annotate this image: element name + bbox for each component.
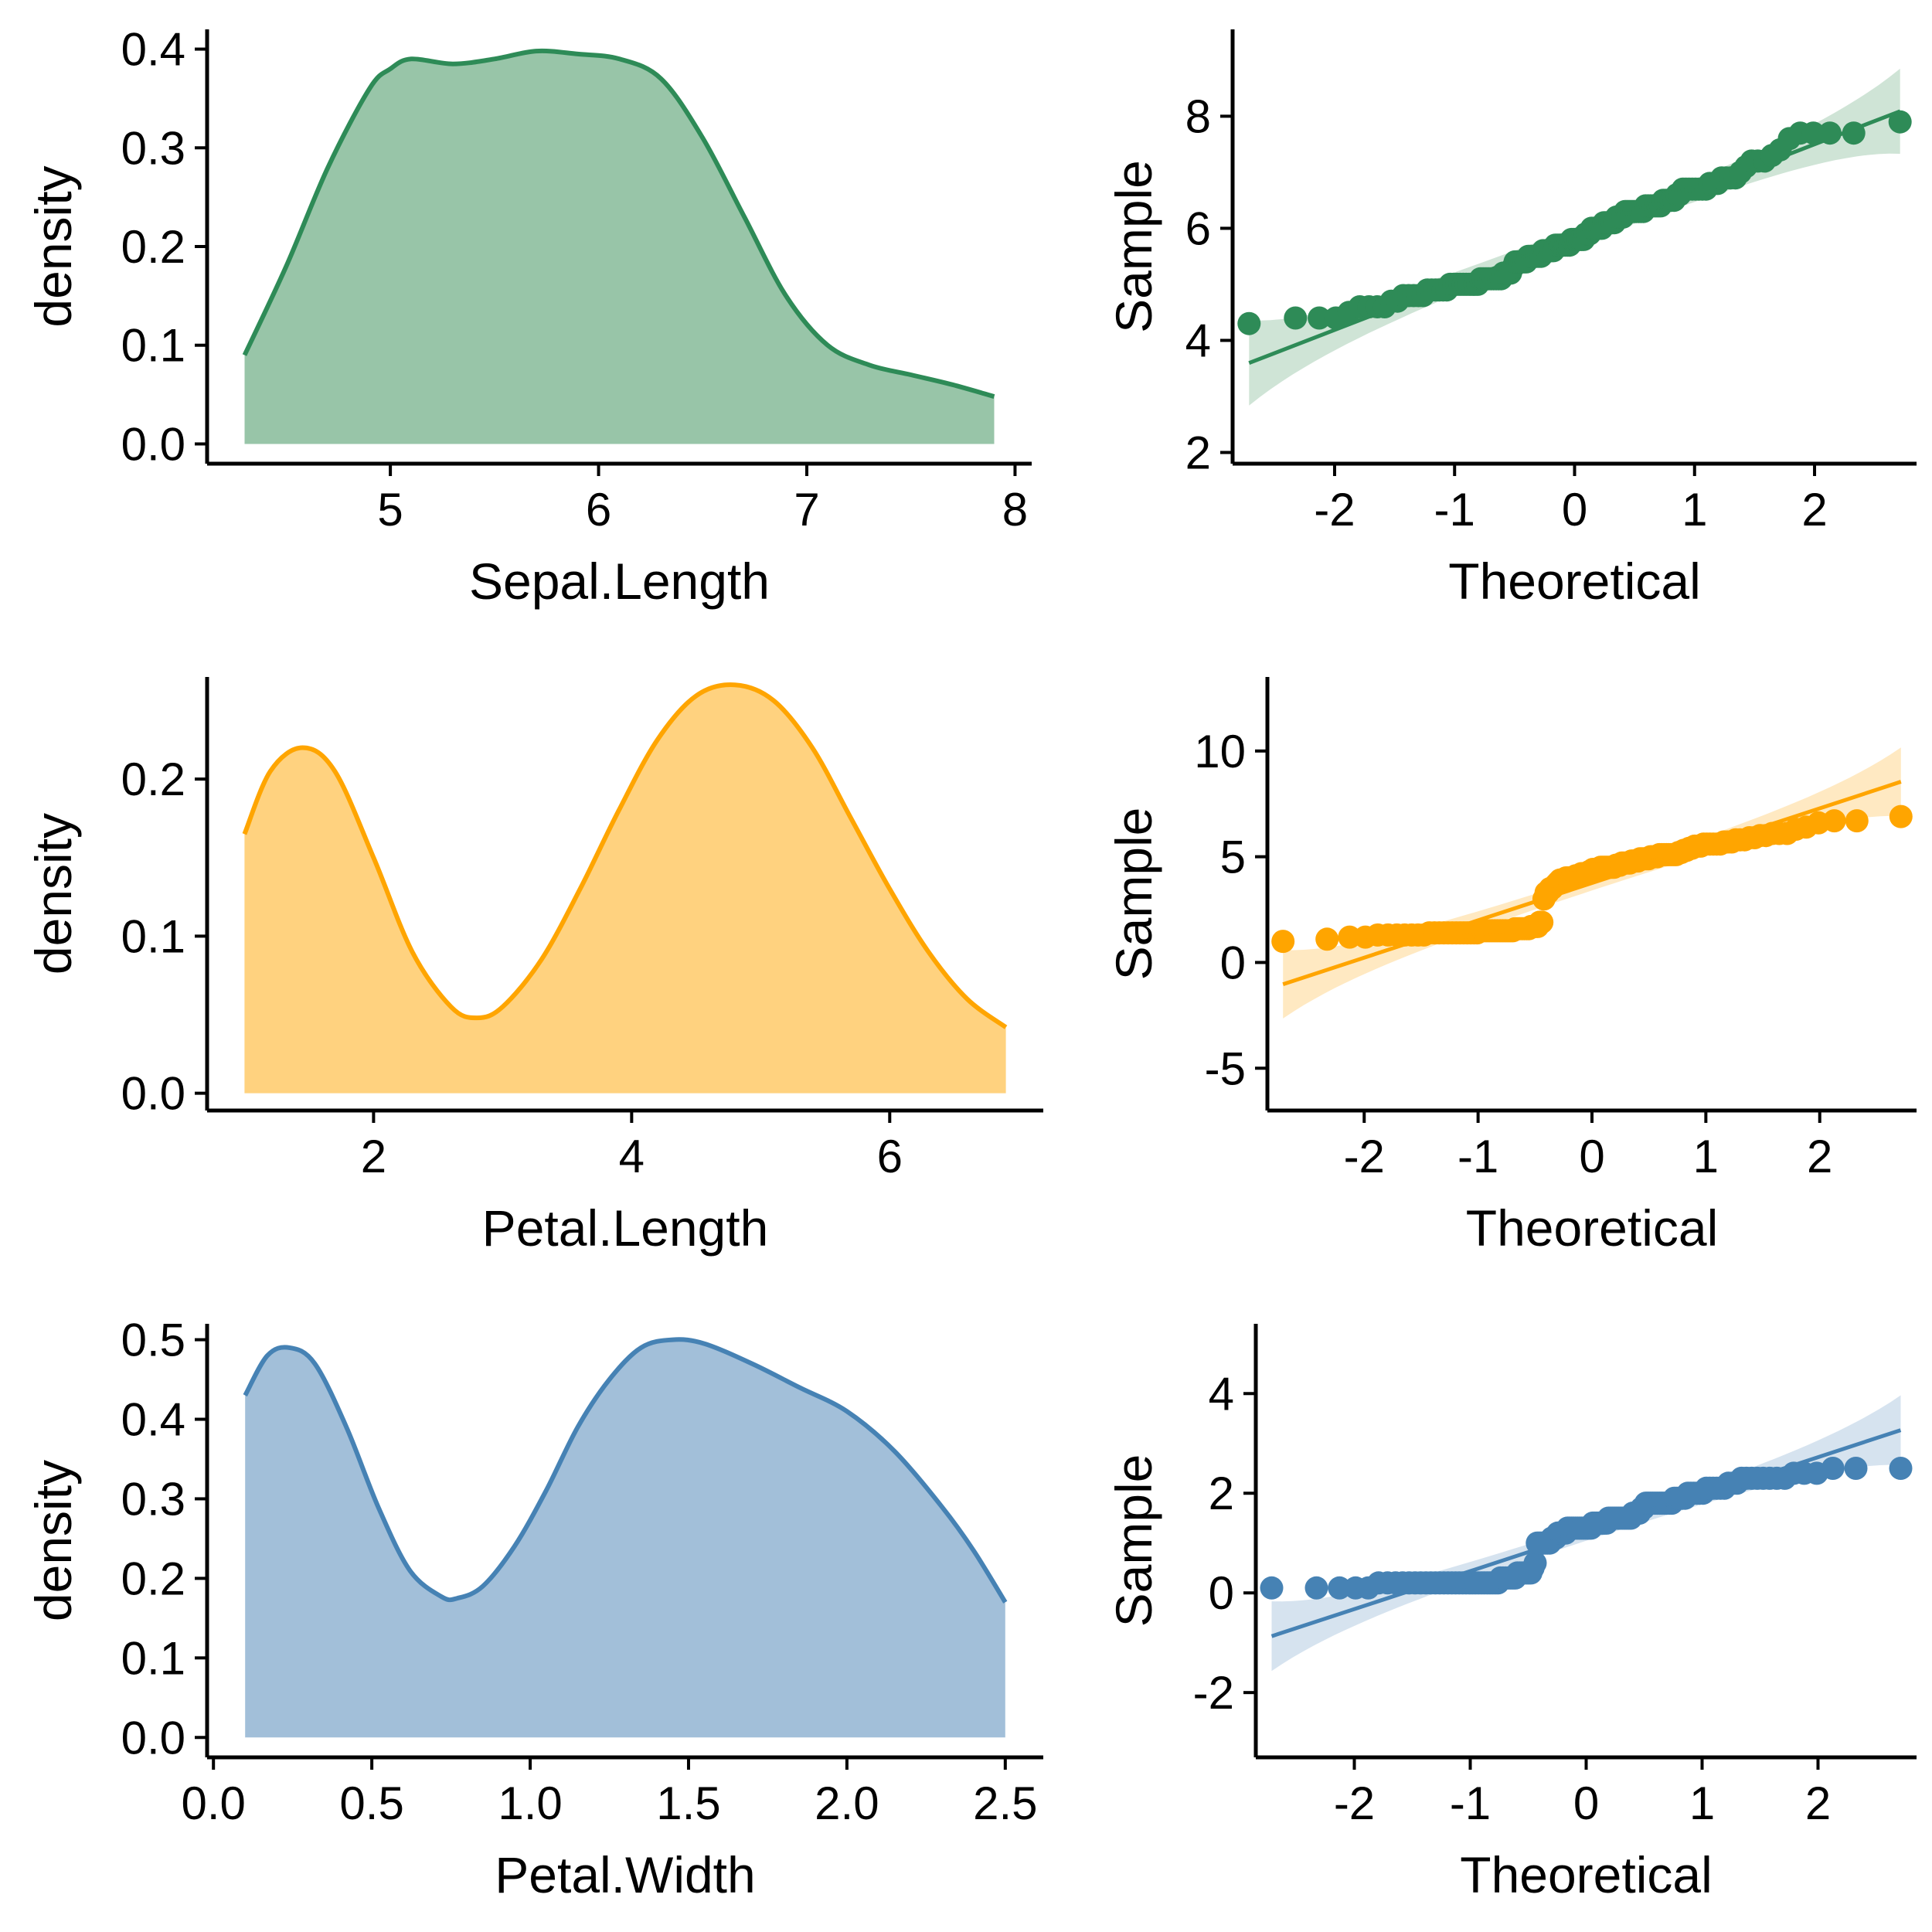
y-tick-label: 4: [1185, 315, 1211, 366]
y-axis-title: Sample: [1105, 808, 1162, 981]
x-tick-label: 2: [361, 1131, 386, 1182]
y-tick-label: -5: [1205, 1043, 1246, 1094]
y-axis-title: Sample: [1105, 160, 1162, 333]
x-tick-label: 6: [586, 484, 611, 536]
x-tick-label: -2: [1344, 1131, 1385, 1182]
y-tick-label: 0.0: [121, 418, 185, 470]
x-tick-label: 0: [1562, 484, 1587, 536]
data-point: [1818, 121, 1842, 145]
y-tick-label: 0.1: [121, 910, 185, 962]
data-point: [1315, 927, 1339, 951]
x-tick-label: 2: [1801, 484, 1827, 536]
data-point: [1523, 1551, 1547, 1575]
y-tick-label: 0: [1209, 1567, 1234, 1619]
x-tick-label: 1: [1689, 1777, 1715, 1829]
data-point: [1304, 1576, 1328, 1600]
y-tick-label: 2: [1209, 1468, 1234, 1519]
data-point: [1845, 809, 1869, 833]
x-tick-label: 2: [1805, 1777, 1831, 1829]
data-point: [1237, 311, 1261, 335]
y-axis-title: Sample: [1105, 1454, 1162, 1628]
x-tick-label: 1.0: [498, 1777, 562, 1829]
y-tick-label: 8: [1185, 90, 1211, 142]
x-tick-label: 1.5: [656, 1777, 720, 1829]
y-tick-label: 0.2: [121, 753, 185, 805]
qq-petal-length-panel: -2 -1 0 1 2 -5 0 5 10 Theoretical Sample: [1105, 677, 1917, 1257]
data-point: [1889, 804, 1913, 828]
x-tick-label: 6: [877, 1131, 903, 1182]
x-axis-title: Theoretical: [1448, 553, 1701, 610]
data-point: [1284, 306, 1308, 330]
y-tick-label: 0.2: [121, 1553, 185, 1604]
density-curve: [242, 682, 1008, 1029]
x-axis-title: Theoretical: [1460, 1846, 1713, 1903]
x-axis-title: Petal.Length: [482, 1199, 769, 1257]
qq-sepal-panel: -2 -1 0 1 2 2 4 6 8 Theoretical Sample: [1105, 29, 1917, 610]
y-tick-label: 0.1: [121, 1632, 185, 1684]
y-tick-label: 4: [1209, 1368, 1234, 1420]
x-tick-label: -2: [1314, 484, 1355, 536]
data-point: [1889, 1457, 1913, 1480]
x-tick-label: -1: [1434, 484, 1475, 536]
data-point: [1328, 1576, 1352, 1600]
data-point: [1530, 910, 1554, 934]
y-tick-label: 10: [1194, 726, 1246, 777]
data-point: [1888, 110, 1912, 134]
y-tick-label: 0: [1220, 937, 1246, 988]
y-tick-label: 0.4: [121, 1394, 185, 1446]
qq-petal-width-panel: -2 -1 0 1 2 -2 0 2 4 Theoretical Sample: [1105, 1324, 1917, 1903]
y-tick-label: 0.4: [121, 24, 185, 76]
y-tick-label: 0.2: [121, 221, 185, 273]
data-point: [1822, 809, 1846, 833]
x-tick-label: -1: [1450, 1777, 1491, 1829]
x-axis-title: Theoretical: [1466, 1199, 1719, 1257]
data-point: [1821, 1457, 1845, 1480]
x-tick-label: 0.5: [339, 1777, 403, 1829]
x-axis-title: Sepal.Length: [469, 553, 770, 610]
x-tick-label: -1: [1458, 1131, 1498, 1182]
x-tick-label: 2: [1807, 1131, 1832, 1182]
y-tick-label: 0.5: [121, 1315, 185, 1366]
y-tick-label: 0.1: [121, 320, 185, 372]
data-point: [1842, 121, 1866, 145]
x-tick-label: 1: [1682, 484, 1707, 536]
y-tick-label: 6: [1185, 202, 1211, 254]
density-area: [245, 1339, 1005, 1738]
x-tick-label: 0: [1573, 1777, 1599, 1829]
density-curve: [242, 48, 995, 399]
density-petal-width-panel: 0.0 0.5 1.0 1.5 2.0 2.5 0.0 0.1 0.2 0.3 0.4 0.5 Peta…: [25, 1315, 1043, 1903]
data-point: [1260, 1576, 1284, 1600]
y-tick-label: 5: [1220, 832, 1246, 883]
y-tick-label: 0.0: [121, 1712, 185, 1764]
y-tick-label: 0.0: [121, 1068, 185, 1120]
x-tick-label: 0: [1579, 1131, 1604, 1182]
y-axis-title: density: [25, 813, 82, 975]
y-axis-title: density: [25, 165, 82, 327]
x-axis-title: Petal.Width: [495, 1846, 755, 1903]
x-tick-label: 8: [1002, 484, 1028, 536]
y-tick-label: 0.3: [121, 1473, 185, 1525]
x-tick-label: 4: [619, 1131, 645, 1182]
x-tick-label: 2.0: [815, 1777, 879, 1829]
x-tick-label: 2.5: [973, 1777, 1037, 1829]
density-petal-length-panel: 2 4 6 0.0 0.1 0.2 Petal.Length density: [25, 677, 1043, 1257]
y-tick-label: 0.3: [121, 122, 185, 174]
x-tick-label: 1: [1693, 1131, 1719, 1182]
data-point: [1271, 930, 1295, 954]
y-tick-label: -2: [1193, 1667, 1234, 1719]
density-curve: [243, 1337, 1008, 1604]
data-point: [1308, 306, 1332, 330]
data-point: [1844, 1457, 1868, 1480]
x-tick-label: 5: [377, 484, 403, 536]
data-point: [1801, 121, 1825, 145]
y-tick-label: 2: [1185, 427, 1211, 478]
x-tick-label: -2: [1334, 1777, 1375, 1829]
density-sepal-panel: 5 6 7 8 0.0 0.1 0.2 0.3 0.4 Sepal.Length density: [25, 24, 1032, 610]
x-tick-label: 0.0: [181, 1777, 245, 1829]
y-axis-title: density: [25, 1460, 82, 1621]
density-area: [244, 50, 995, 444]
x-tick-label: 7: [794, 484, 819, 536]
